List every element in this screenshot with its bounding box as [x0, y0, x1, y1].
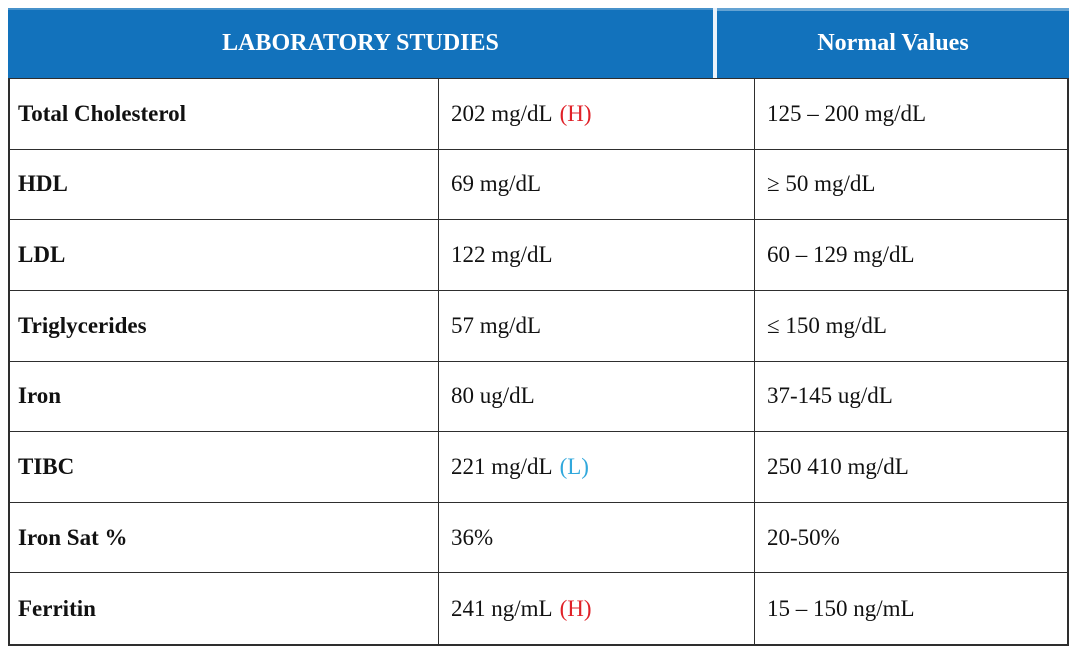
- test-result: 241 ng/mL (H): [439, 573, 755, 644]
- test-name: Iron Sat %: [10, 502, 439, 574]
- normal-range: 20-50%: [755, 503, 1067, 574]
- normal-range: ≤ 150 mg/dL: [755, 291, 1067, 362]
- header-cell-divider: [713, 8, 717, 78]
- test-result: 80 ug/dL: [439, 361, 755, 433]
- normal-range: 250 410 mg/dL: [755, 432, 1067, 503]
- normal-range: ≥ 50 mg/dL: [755, 150, 1067, 221]
- normal-range: 125 – 200 mg/dL: [755, 79, 1067, 150]
- normal-range: 60 – 129 mg/dL: [755, 220, 1067, 291]
- test-result: 57 mg/dL: [439, 290, 755, 362]
- test-name: LDL: [10, 220, 439, 291]
- result-value: 36%: [451, 524, 494, 550]
- test-result: 122 mg/dL: [439, 220, 755, 291]
- test-result: 36%: [439, 502, 755, 574]
- result-value: 241 ng/mL: [451, 595, 553, 621]
- test-result: 202 mg/dL (H): [439, 79, 755, 150]
- result-value: 69 mg/dL: [451, 171, 542, 197]
- test-name: Triglycerides: [10, 290, 439, 362]
- result-value: 57 mg/dL: [451, 312, 542, 338]
- result-flag: (H): [559, 595, 592, 621]
- normal-range: 15 – 150 ng/mL: [767, 595, 915, 621]
- test-result: 221 mg/dL (L): [439, 432, 755, 503]
- result-value: 202 mg/dL: [451, 100, 553, 126]
- test-name: Ferritin: [10, 573, 439, 644]
- header-normal-values: Normal Values: [717, 8, 1069, 78]
- result-flag: (H): [559, 100, 592, 126]
- test-result: 69 mg/dL: [439, 149, 755, 221]
- test-name: HDL: [10, 149, 439, 221]
- table-header-row: LABORATORY STUDIES Normal Values: [8, 8, 1069, 78]
- header-laboratory-studies: LABORATORY STUDIES: [8, 8, 713, 78]
- test-name: Iron: [10, 361, 439, 433]
- result-flag: (L): [559, 453, 589, 479]
- test-name: Total Cholesterol: [10, 79, 439, 150]
- result-value: 80 ug/dL: [451, 383, 535, 409]
- lab-results-table: Total Cholesterol 202 mg/dL (H) 125 – 20…: [8, 78, 1069, 646]
- result-value: 221 mg/dL: [451, 453, 553, 479]
- result-value: 122 mg/dL: [451, 242, 553, 268]
- normal-range: 37-145 ug/dL: [755, 362, 1067, 433]
- test-name: TIBC: [10, 432, 439, 503]
